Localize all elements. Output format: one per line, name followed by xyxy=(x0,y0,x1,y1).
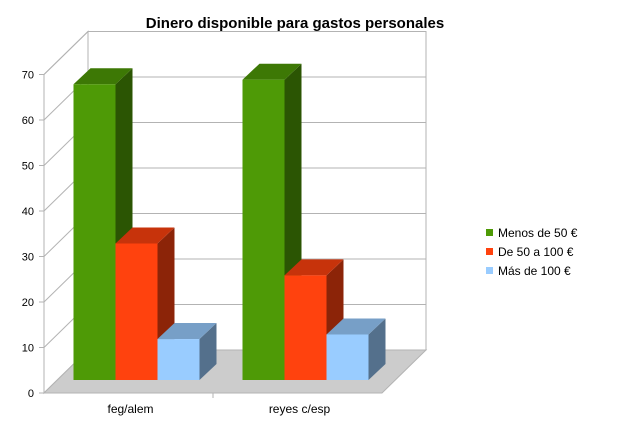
legend-item: Más de 100 € xyxy=(486,261,577,280)
bar-front xyxy=(73,84,116,380)
bar-0-2 xyxy=(157,323,217,380)
bar-front xyxy=(157,339,200,380)
legend-swatch xyxy=(486,267,493,274)
legend-item: Menos de 50 € xyxy=(486,223,577,242)
chart-title: Dinero disponible para gastos personales xyxy=(145,15,445,32)
bar-1-1 xyxy=(284,259,344,380)
category-label: feg/alem xyxy=(107,402,153,416)
category-label: reyes c/esp xyxy=(269,402,331,416)
y-tick-label: 0 xyxy=(28,388,34,400)
bar-top xyxy=(242,63,302,80)
bars xyxy=(73,63,386,380)
y-tick-label: 50 xyxy=(22,161,34,173)
bar-front xyxy=(242,79,285,380)
bar-front xyxy=(115,243,158,380)
bar-side xyxy=(199,323,217,380)
legend-item: De 50 a 100 € xyxy=(486,242,577,261)
bar-side xyxy=(368,318,386,380)
bar-top xyxy=(115,227,175,244)
axes xyxy=(43,74,382,398)
y-tick-label: 40 xyxy=(22,206,34,218)
y-tick-labels: 0 10 20 30 40 50 60 70 xyxy=(22,70,34,401)
bar-front xyxy=(326,334,369,380)
y-tick-label: 70 xyxy=(22,70,34,82)
bar-top xyxy=(326,318,386,335)
gridline-side xyxy=(43,31,89,75)
legend-label: Menos de 50 € xyxy=(498,225,578,240)
legend-swatch xyxy=(486,248,493,255)
category-labels: feg/alem reyes c/esp xyxy=(107,402,330,416)
legend-label: De 50 a 100 € xyxy=(498,244,574,259)
bar-0-0 xyxy=(73,68,133,380)
legend-swatch xyxy=(486,229,493,236)
y-tick-label: 20 xyxy=(22,297,34,309)
y-tick-label: 10 xyxy=(22,343,34,355)
y-tick-label: 60 xyxy=(22,115,34,127)
bar-top xyxy=(284,259,344,276)
bar-1-2 xyxy=(326,318,386,380)
legend: Menos de 50 € De 50 a 100 € Más de 100 € xyxy=(486,223,577,280)
legend-label: Más de 100 € xyxy=(498,263,571,278)
bar-front xyxy=(284,275,327,380)
y-tick-label: 30 xyxy=(22,252,34,264)
bar-top xyxy=(157,323,217,340)
bar-top xyxy=(73,68,133,85)
